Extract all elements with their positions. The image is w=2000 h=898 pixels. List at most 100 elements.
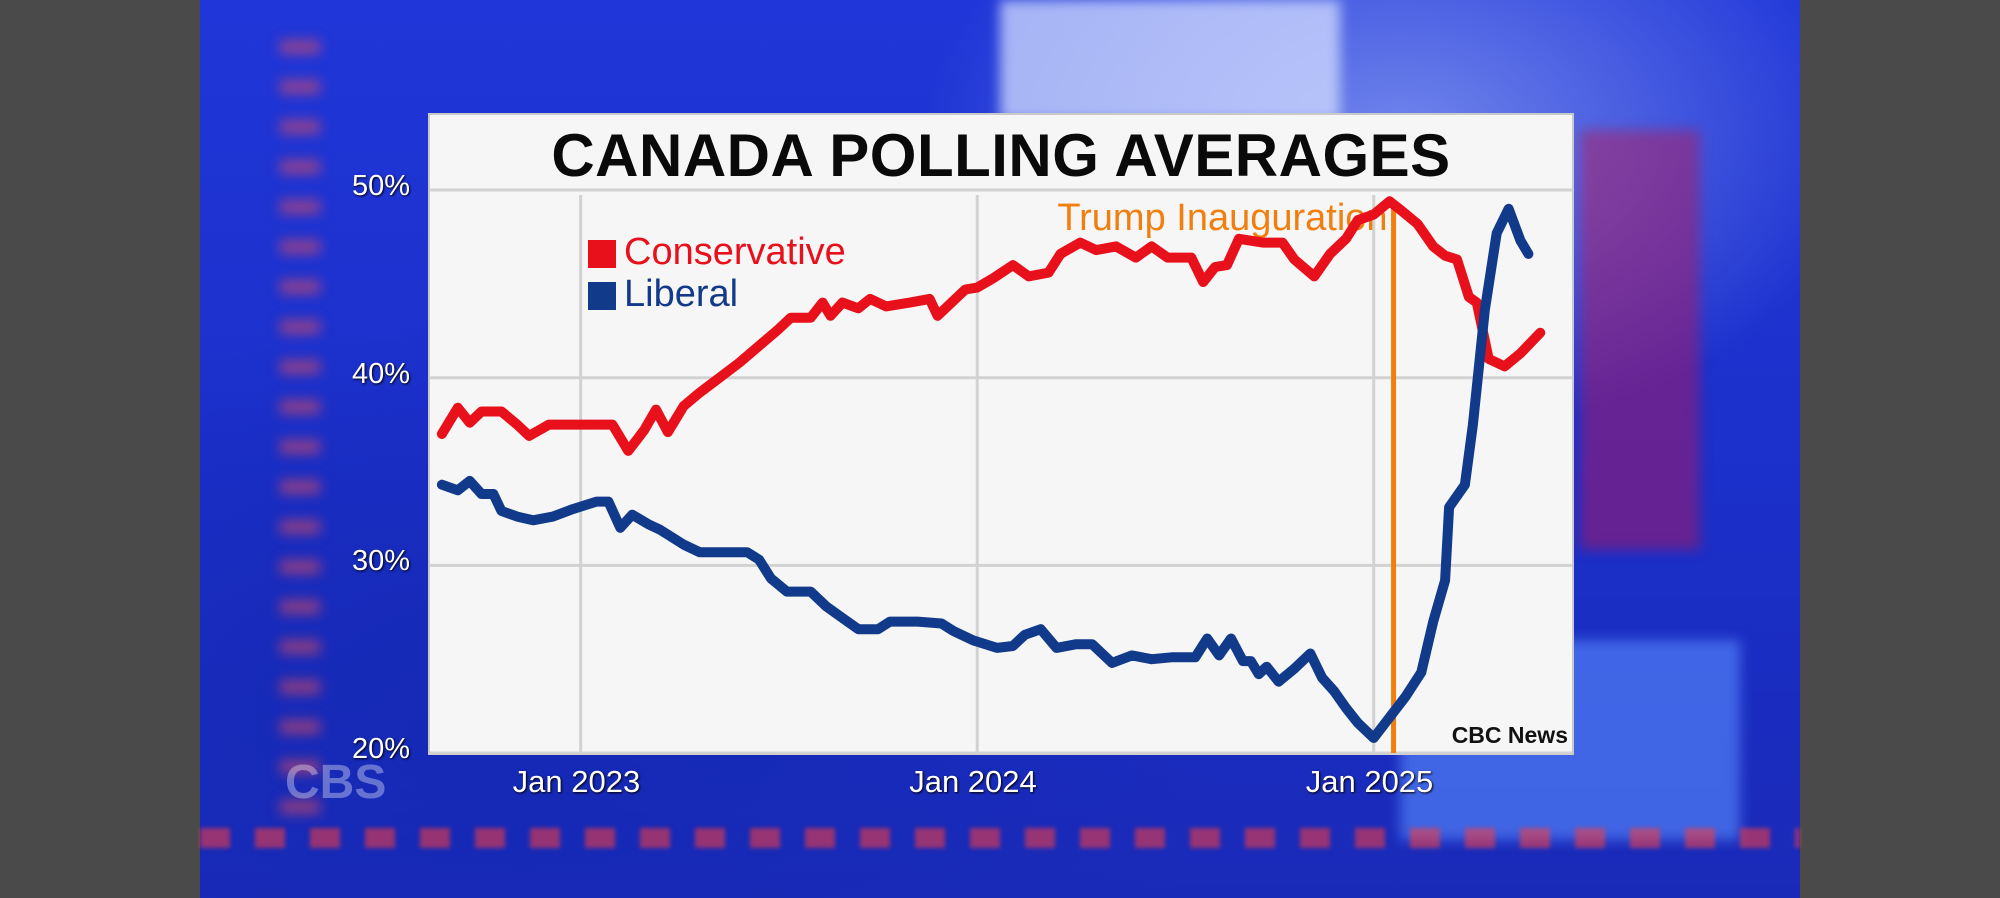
conservative-point-27: [855, 305, 861, 311]
liberal-point-43: [1169, 654, 1175, 660]
conservative-point-29: [883, 303, 889, 309]
liberal-point-3: [479, 491, 485, 497]
liberal-point-26: [855, 626, 861, 632]
liberal-point-63: [1430, 619, 1436, 625]
liberal-legend-label: Liberal: [624, 273, 738, 315]
conservative-point-38: [1026, 273, 1032, 279]
liberal-point-33: [994, 645, 1000, 651]
conservative-point-21: [776, 326, 782, 332]
conservative-point-16: [681, 403, 687, 409]
liberal-point-13: [629, 512, 635, 518]
liberal-point-52: [1276, 679, 1282, 685]
liberal-point-47: [1228, 636, 1234, 642]
liberal-point-41: [1129, 652, 1135, 658]
conservative-point-67: [1474, 300, 1480, 306]
network-logo: CBS: [285, 756, 387, 809]
conservative-point-6: [526, 433, 532, 439]
conservative-point-57: [1343, 236, 1349, 242]
blurred-left-column: [280, 40, 320, 840]
conservative-point-58: [1355, 217, 1361, 223]
liberal-point-49: [1248, 658, 1254, 664]
conservative-point-45: [1149, 243, 1155, 249]
liberal-point-42: [1149, 656, 1155, 662]
conservative-point-42: [1093, 247, 1099, 253]
liberal-point-5: [498, 508, 504, 514]
liberal-point-36: [1038, 626, 1044, 632]
liberal-point-72: [1525, 251, 1531, 257]
y-tick-label: 30%: [352, 545, 411, 578]
liberal-point-19: [744, 549, 750, 555]
conservative-point-62: [1414, 221, 1420, 227]
conservative-point-64: [1442, 253, 1448, 259]
conservative-point-30: [907, 300, 913, 306]
conservative-point-63: [1430, 243, 1436, 249]
liberal-point-2: [467, 478, 473, 484]
conservative-point-4: [498, 408, 504, 414]
conservative-point-1: [455, 405, 461, 411]
y-tick-label: 20%: [352, 733, 411, 765]
liberal-point-35: [1022, 632, 1028, 638]
conservative-point-24: [820, 300, 826, 306]
conservative-point-47: [1188, 255, 1194, 261]
conservative-point-68: [1486, 356, 1492, 362]
conservative-legend-swatch: [588, 240, 616, 268]
liberal-point-61: [1402, 694, 1408, 700]
liberal-point-51: [1264, 664, 1270, 670]
liberal-point-25: [839, 615, 845, 621]
liberal-point-38: [1073, 641, 1079, 647]
conservative-legend-label: Conservative: [624, 231, 846, 273]
x-tick-label: Jan 2025: [1305, 764, 1434, 799]
liberal-point-64: [1442, 577, 1448, 583]
liberal-point-55: [1319, 675, 1325, 681]
liberal-point-45: [1204, 636, 1210, 642]
conservative-point-35: [974, 285, 980, 291]
conservative-point-70: [1517, 350, 1523, 356]
liberal-point-18: [720, 549, 726, 555]
liberal-point-44: [1192, 654, 1198, 660]
conservative-point-50: [1224, 262, 1230, 268]
conservative-point-34: [962, 287, 968, 293]
conservative-point-39: [1046, 270, 1052, 276]
y-tick-label: 40%: [352, 357, 411, 390]
blurred-red-panel: [1580, 130, 1700, 550]
liberal-point-8: [550, 514, 556, 520]
liberal-point-58: [1355, 720, 1361, 726]
liberal-point-65: [1446, 504, 1452, 510]
conservative-point-65: [1454, 256, 1460, 262]
conservative-point-32: [935, 313, 941, 319]
chart-title: CANADA POLLING AVERAGES: [551, 122, 1451, 189]
liberal-point-20: [756, 557, 762, 563]
conservative-point-22: [788, 315, 794, 321]
liberal-point-12: [617, 525, 623, 531]
conservative-point-17: [697, 390, 703, 396]
liberal-point-68: [1482, 307, 1488, 313]
conservative-point-43: [1113, 243, 1119, 249]
conservative-point-8: [562, 422, 568, 428]
liberal-point-1: [455, 487, 461, 493]
liberal-point-31: [950, 628, 956, 634]
conservative-series-line: [436, 196, 1546, 456]
conservative-point-46: [1165, 255, 1171, 261]
conservative-point-66: [1466, 294, 1472, 300]
liberal-point-4: [490, 491, 496, 497]
conservative-point-54: [1291, 256, 1297, 262]
conservative-point-33: [946, 302, 952, 308]
conservative-point-40: [1057, 251, 1063, 257]
conservative-point-49: [1212, 264, 1218, 270]
y-tick-label: 50%: [352, 170, 411, 203]
liberal-point-15: [657, 527, 663, 533]
conservative-point-3: [479, 408, 485, 414]
x-tick-label: Jan 2024: [909, 764, 1037, 799]
conservative-point-55: [1311, 273, 1317, 279]
liberal-point-71: [1517, 238, 1523, 244]
conservative-point-28: [867, 296, 873, 302]
liberal-point-32: [970, 637, 976, 643]
liberal-point-57: [1343, 705, 1349, 711]
conservative-point-41: [1077, 240, 1083, 246]
conservative-point-69: [1502, 363, 1508, 369]
conservative-point-0: [439, 431, 445, 437]
liberal-point-62: [1418, 669, 1424, 675]
conservative-point-52: [1260, 240, 1266, 246]
conservative-point-9: [578, 422, 584, 428]
liberal-point-40: [1109, 660, 1115, 666]
